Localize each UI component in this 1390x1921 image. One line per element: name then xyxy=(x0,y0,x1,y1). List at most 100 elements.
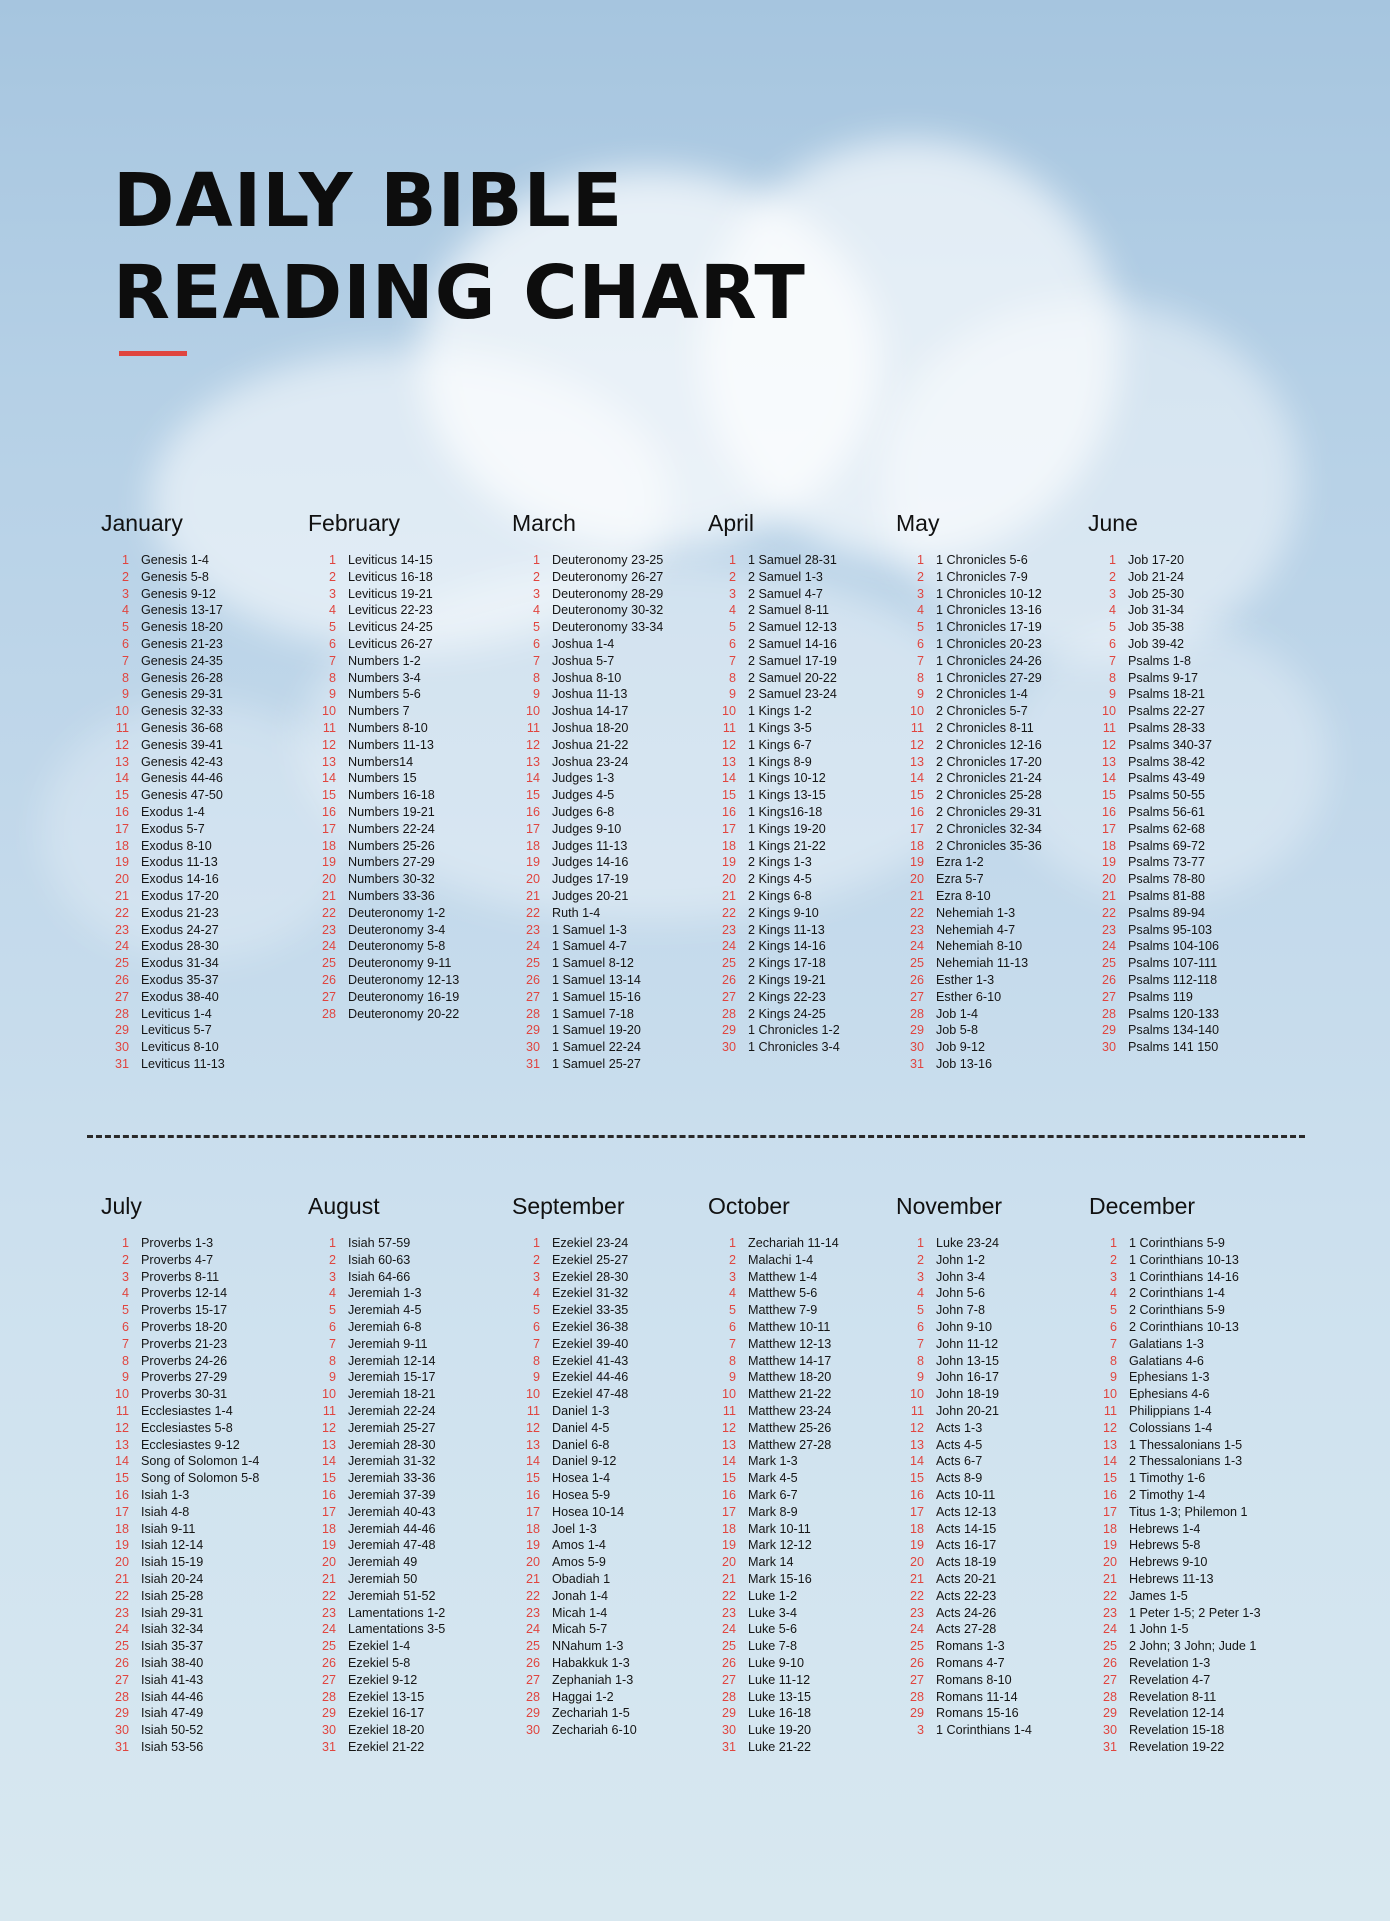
reading-passage: Ezra 5-7 xyxy=(936,872,984,887)
day-number: 25 xyxy=(525,1639,540,1654)
day-number: 5 xyxy=(121,1303,129,1318)
reading-row: 3 Isiah 64-66 xyxy=(308,1269,445,1286)
reading-row: 18 Psalms 69-72 xyxy=(1088,838,1219,855)
day-number: 29 xyxy=(909,1023,924,1038)
reading-row: 17 Jeremiah 40-43 xyxy=(308,1504,445,1521)
reading-row: 5 Proverbs 15-17 xyxy=(101,1302,259,1319)
reading-row: 27 1 Samuel 15-16 xyxy=(512,989,663,1006)
reading-row: 3 1 Corinthians 1-4 xyxy=(896,1722,1032,1739)
reading-row: 27 Romans 8-10 xyxy=(896,1672,1032,1689)
reading-passage: James 1-5 xyxy=(1129,1588,1188,1603)
reading-row: 25 2 John; 3 John; Jude 1 xyxy=(1089,1638,1261,1655)
reading-list: 1 Proverbs 1-3 2 Proverbs 4-7 3 Proverbs 8-11… xyxy=(101,1235,259,1756)
day-number: 31 xyxy=(114,1739,129,1754)
day-number: 8 xyxy=(328,1353,336,1368)
reading-row: 29 1 Samuel 19-20 xyxy=(512,1022,663,1039)
day-number: 11 xyxy=(322,1403,336,1418)
day-number: 14 xyxy=(721,771,736,786)
day-number: 19 xyxy=(909,855,924,870)
day-number: 2 xyxy=(916,569,924,584)
day-number: 22 xyxy=(1101,905,1116,920)
day-number: 14 xyxy=(1101,771,1116,786)
reading-list: 1 Genesis 1-4 2 Genesis 5-8 3 Genesis 9-12 4 Ge… xyxy=(101,552,225,1073)
reading-row: 4 Proverbs 12-14 xyxy=(101,1285,259,1302)
reading-passage: 1 Kings 3-5 xyxy=(748,720,812,735)
reading-passage: Matthew 23-24 xyxy=(748,1403,832,1418)
month-title: June xyxy=(1088,510,1138,536)
reading-passage: Leviticus 14-15 xyxy=(348,553,433,567)
day-number: 15 xyxy=(909,788,924,803)
reading-row: 30 Psalms 141 150 xyxy=(1088,1039,1219,1056)
reading-row: 1 Zechariah 11-14 xyxy=(708,1235,839,1252)
reading-passage: 2 Kings 4-5 xyxy=(748,872,812,887)
reading-row: 24 Exodus 28-30 xyxy=(101,938,225,955)
day-number: 12 xyxy=(1101,737,1116,752)
reading-passage: Acts 6-7 xyxy=(936,1454,983,1469)
reading-passage: Exodus 1-4 xyxy=(141,804,205,819)
day-number: 20 xyxy=(114,872,129,887)
reading-passage: 1 Samuel 8-12 xyxy=(552,956,634,971)
day-number: 20 xyxy=(1101,872,1116,887)
reading-row: 17 Numbers 22-24 xyxy=(308,821,459,838)
day-number: 21 xyxy=(114,888,129,903)
reading-passage: 1 Thessalonians 1-5 xyxy=(1129,1437,1243,1452)
reading-list: 1 Leviticus 14-15 2 Leviticus 16-18 3 Levitic… xyxy=(308,552,459,1022)
reading-row: 2 Isiah 60-63 xyxy=(308,1252,445,1269)
reading-row: 18 Numbers 25-26 xyxy=(308,838,459,855)
reading-row: 20 Ezra 5-7 xyxy=(896,871,1042,888)
day-number: 14 xyxy=(114,1454,129,1469)
reading-passage: Habakkuk 1-3 xyxy=(552,1655,630,1670)
reading-row: 25 NNahum 1-3 xyxy=(512,1638,637,1655)
reading-row: 30 Ezekiel 18-20 xyxy=(308,1722,445,1739)
day-number: 24 xyxy=(721,939,736,954)
day-number: 19 xyxy=(1102,1538,1117,1553)
day-number: 9 xyxy=(328,687,336,702)
day-number: 15 xyxy=(321,1471,336,1486)
day-number: 17 xyxy=(114,821,129,836)
reading-row: 13 Acts 4-5 xyxy=(896,1437,1032,1454)
reading-passage: Job 9-12 xyxy=(936,1040,986,1055)
reading-passage: Romans 11-14 xyxy=(936,1689,1018,1704)
day-number: 2 xyxy=(728,569,736,584)
reading-row: 3 Ezekiel 28-30 xyxy=(512,1269,637,1286)
day-number: 4 xyxy=(532,603,540,618)
reading-passage: Acts 4-5 xyxy=(936,1437,983,1452)
day-number: 14 xyxy=(1102,1454,1117,1469)
reading-passage: Mark 14 xyxy=(748,1555,794,1570)
reading-row: 17 Acts 12-13 xyxy=(896,1504,1032,1521)
reading-passage: Joshua 21-22 xyxy=(552,737,629,752)
month-title: November xyxy=(896,1193,1003,1219)
reading-row: 14 Acts 6-7 xyxy=(896,1453,1032,1470)
day-number: 5 xyxy=(1109,1303,1117,1318)
day-number: 30 xyxy=(321,1723,336,1738)
reading-row: 26 Exodus 35-37 xyxy=(101,972,225,989)
reading-row: 20 Mark 14 xyxy=(708,1554,839,1571)
reading-passage: Jeremiah 4-5 xyxy=(348,1303,422,1318)
reading-passage: 2 Timothy 1-4 xyxy=(1129,1487,1206,1502)
reading-passage: Isiah 44-46 xyxy=(141,1689,204,1704)
day-number: 25 xyxy=(721,956,736,971)
reading-row: 31 Isiah 53-56 xyxy=(101,1739,259,1756)
reading-row: 30 Leviticus 8-10 xyxy=(101,1039,225,1056)
reading-row: 9 Joshua 11-13 xyxy=(512,686,663,703)
reading-row: 1 Isiah 57-59 xyxy=(308,1235,445,1252)
reading-passage: Psalms 50-55 xyxy=(1128,788,1205,803)
reading-passage: Matthew 1-4 xyxy=(748,1269,818,1284)
reading-row: 4 Genesis 13-17 xyxy=(101,602,225,619)
day-number: 26 xyxy=(321,972,336,987)
reading-passage: Romans 15-16 xyxy=(936,1706,1019,1721)
reading-row: 4 Ezekiel 31-32 xyxy=(512,1285,637,1302)
reading-row: 25 Exodus 31-34 xyxy=(101,955,225,972)
reading-passage: 1 Samuel 19-20 xyxy=(552,1023,641,1038)
reading-row: 31 Revelation 19-22 xyxy=(1089,1739,1261,1756)
reading-passage: Jeremiah 1-3 xyxy=(348,1286,422,1301)
reading-row: 13 Jeremiah 28-30 xyxy=(308,1437,445,1454)
reading-row: 4 Matthew 5-6 xyxy=(708,1285,839,1302)
day-number: 27 xyxy=(525,989,540,1004)
day-number: 30 xyxy=(1101,1040,1116,1055)
day-number: 7 xyxy=(532,1336,540,1351)
day-number: 7 xyxy=(1109,1336,1117,1351)
reading-passage: 2 Kings 24-25 xyxy=(748,1006,826,1021)
day-number: 19 xyxy=(114,1538,129,1553)
